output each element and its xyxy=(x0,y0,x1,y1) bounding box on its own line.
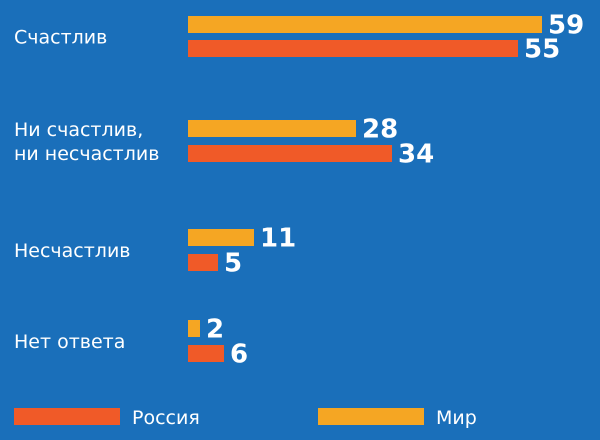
bar-russia xyxy=(188,40,518,57)
category-labels: Счастлив Ни счастлив, ни несчастлив Несчаст… xyxy=(14,27,159,354)
value-label: 5 xyxy=(224,249,242,279)
bar-russia xyxy=(188,145,392,162)
legend-label: Россия xyxy=(132,407,200,429)
value-label: 6 xyxy=(230,340,248,370)
category-label-line: ни несчастлив xyxy=(14,143,159,165)
value-label: 2 xyxy=(206,315,224,345)
legend: Россия Мир xyxy=(14,407,477,429)
bar-world xyxy=(188,16,542,33)
category-label-line: Нет ответа xyxy=(14,331,125,353)
bar-russia xyxy=(188,345,224,362)
category-label: Несчастлив xyxy=(14,240,131,262)
bar-russia xyxy=(188,254,218,271)
bar-world xyxy=(188,120,356,137)
bar-world xyxy=(188,320,200,337)
value-label: 28 xyxy=(362,115,398,145)
legend-swatch xyxy=(14,408,120,425)
category-label: Нет ответа xyxy=(14,331,125,353)
bars xyxy=(188,16,542,362)
category-label-line: Счастлив xyxy=(14,27,107,49)
bar-world xyxy=(188,229,254,246)
category-label: Ни счастлив, ни несчастлив xyxy=(14,119,159,165)
category-label-line: Ни счастлив, xyxy=(14,119,143,141)
legend-label: Мир xyxy=(436,407,477,429)
value-label: 34 xyxy=(398,140,434,170)
legend-swatch xyxy=(318,408,424,425)
value-label: 55 xyxy=(524,35,560,65)
value-label: 59 xyxy=(548,11,584,41)
value-label: 11 xyxy=(260,224,296,254)
category-label-line: Несчастлив xyxy=(14,240,131,262)
category-label: Счастлив xyxy=(14,27,107,49)
